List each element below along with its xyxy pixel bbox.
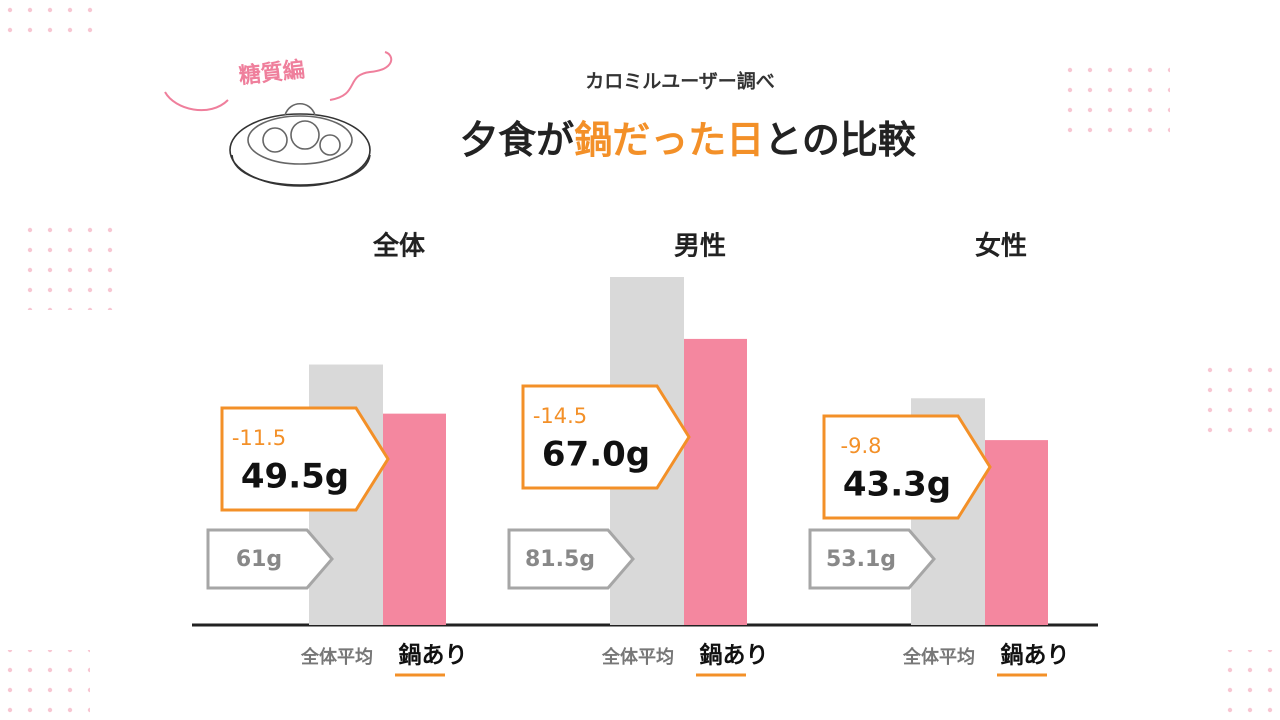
- title-part: 夕食が: [460, 118, 574, 162]
- subtitle: カロミルユーザー調べ: [585, 70, 775, 93]
- callout-box: [507, 528, 635, 590]
- bar: [684, 338, 747, 625]
- decor-dots: [15, 225, 125, 310]
- badge: 糖質編: [238, 57, 306, 90]
- legend-label: 全体平均: [300, 646, 373, 668]
- decor-dots: [1220, 650, 1280, 720]
- category-label: 男性: [674, 232, 726, 262]
- legend-label: 全体平均: [902, 646, 975, 668]
- category-label: 女性: [975, 231, 1027, 262]
- chart-title: 夕食が鍋だった日との比較: [460, 118, 917, 162]
- bar: [383, 413, 446, 625]
- legend-label: 鍋あり: [1001, 642, 1070, 669]
- legend-label: 全体平均: [601, 646, 674, 668]
- callout-box: [808, 528, 936, 590]
- callout-box: [206, 528, 334, 590]
- pot-illustration: [164, 51, 393, 187]
- decor-dots: [1200, 360, 1280, 445]
- value-label: 53.1g: [826, 547, 896, 572]
- difference-label: -9.8: [841, 434, 882, 458]
- difference-label: -14.5: [533, 404, 587, 428]
- callout-box: [521, 384, 691, 490]
- decor-dots: [0, 650, 90, 720]
- legend-label: 鍋あり: [700, 642, 769, 669]
- difference-label: -11.5: [232, 426, 286, 450]
- decor-dots: [0, 0, 100, 45]
- legend-label: 鍋あり: [399, 642, 468, 669]
- title-part: との比較: [764, 118, 917, 162]
- value-label: 67.0g: [542, 435, 650, 475]
- value-label: 49.5g: [241, 457, 349, 497]
- callout-box: [822, 414, 992, 520]
- value-label: 81.5g: [525, 547, 595, 572]
- bar: [985, 440, 1048, 625]
- category-label: 全体: [372, 231, 426, 262]
- value-label: 43.3g: [843, 465, 951, 505]
- title-highlight: 鍋だった日: [574, 118, 764, 162]
- callout-box: [220, 406, 390, 512]
- decor-dots: [1060, 55, 1170, 145]
- value-label: 61g: [236, 547, 282, 572]
